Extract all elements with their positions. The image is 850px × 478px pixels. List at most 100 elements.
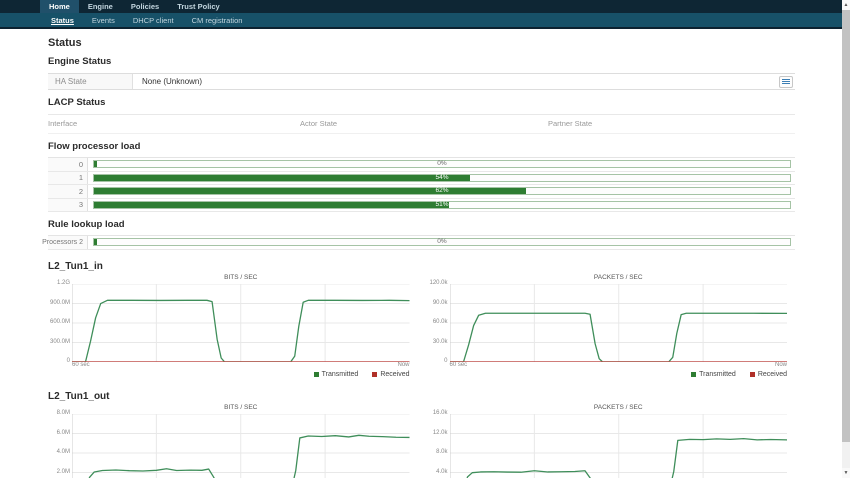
load-bar: 51% xyxy=(93,200,791,209)
rule-lookup-table: Processors 2 0% xyxy=(42,235,795,250)
y-tick-label: 90.0k xyxy=(432,299,448,306)
chart-plot xyxy=(72,284,410,362)
chart-title: PACKETS / SEC xyxy=(593,273,643,281)
load-bar-cell: 54% xyxy=(88,172,795,185)
x-axis-labels: 60 sec Now xyxy=(426,362,788,370)
load-bar-cell: 51% xyxy=(88,199,795,212)
scroll-up-arrow[interactable]: ▲ xyxy=(842,0,850,10)
chart-canvas xyxy=(450,284,788,362)
x-start-label: 60 sec xyxy=(449,361,468,368)
x-end-label: Now xyxy=(774,361,787,368)
load-bar-cell: 0% xyxy=(88,158,795,171)
plot-wrap: 1.2G 900.0M 600.0M 300.0M 0 xyxy=(48,280,410,364)
legend-swatch xyxy=(372,372,378,377)
ha-state-label: HA State xyxy=(48,74,133,89)
chart-packets-sec: PACKETS / SEC 120.0k 90.0k 60.0k 30.0k 0 60 se… xyxy=(426,273,788,380)
processor-label: 2 xyxy=(48,185,88,198)
y-tick-label: 30.0k xyxy=(432,338,448,345)
processor-label: 0 xyxy=(48,158,88,171)
y-tick-label: 12.0k xyxy=(432,429,448,436)
y-tick-label: 2.0M xyxy=(56,468,70,475)
load-bar-fill xyxy=(94,201,449,208)
y-tick-label: 8.0M xyxy=(56,410,70,416)
y-tick-label: 60.0k xyxy=(432,319,448,325)
tab-engine[interactable]: Engine xyxy=(87,2,113,11)
chart-plot xyxy=(450,414,788,478)
tab-home[interactable]: Home xyxy=(40,0,79,13)
chart-title: BITS / SEC xyxy=(224,273,258,281)
scroll-down-arrow[interactable]: ▼ xyxy=(842,468,850,478)
chart-title: PACKETS / SEC xyxy=(593,403,643,411)
tab-policies[interactable]: Policies xyxy=(130,2,160,11)
subtab-cm-registration[interactable]: CM registration xyxy=(191,15,243,25)
subtab-status[interactable]: Status xyxy=(51,15,74,25)
y-tick-label: 900.0M xyxy=(49,299,70,306)
legend-label: Received xyxy=(757,371,787,378)
chart-legend: Transmitted Received xyxy=(426,370,787,380)
scrollbar-thumb[interactable] xyxy=(842,10,850,442)
legend-label: Transmitted xyxy=(321,371,359,378)
legend-item-transmitted: Transmitted xyxy=(313,371,359,378)
legend-item-received: Received xyxy=(372,371,410,378)
chart-legend: Transmitted Received xyxy=(48,370,410,380)
load-percent-label: 51% xyxy=(435,200,449,208)
y-tick-label: 16.0k xyxy=(432,410,448,416)
subtab-dhcp-client[interactable]: DHCP client xyxy=(132,15,174,25)
engine-status-heading: Engine Status xyxy=(48,56,112,67)
chart-canvas xyxy=(450,414,788,478)
y-tick-label: 0 xyxy=(444,358,448,364)
load-bar: 62% xyxy=(93,187,791,196)
y-tick-label: 4.0k xyxy=(436,468,448,475)
load-row-0: 0 0% xyxy=(48,158,795,172)
plot-wrap: 120.0k 90.0k 60.0k 30.0k 0 xyxy=(426,280,788,364)
y-tick-label: 8.0k xyxy=(436,449,448,455)
vertical-scrollbar[interactable]: ▲ ▼ xyxy=(842,0,850,478)
chart-title: BITS / SEC xyxy=(224,403,258,411)
y-axis-labels: 120.0k 90.0k 60.0k 30.0k 0 xyxy=(426,280,450,364)
sub-nav: Status Events DHCP client CM registration xyxy=(0,13,850,27)
load-bar-fill xyxy=(94,239,98,246)
load-bar-fill xyxy=(94,174,470,181)
plot-wrap: 8.0M6.0M4.0M2.0M0 xyxy=(48,410,410,478)
y-tick-label: 0 xyxy=(66,358,70,364)
load-percent-label: 0% xyxy=(437,238,447,245)
y-tick-label: 300.0M xyxy=(49,338,70,345)
y-axis-labels: 1.2G 900.0M 600.0M 300.0M 0 xyxy=(48,280,72,364)
subtab-events[interactable]: Events xyxy=(91,15,115,25)
load-row-2: 2 62% xyxy=(48,185,795,199)
y-axis-labels: 8.0M6.0M4.0M2.0M0 xyxy=(48,410,72,478)
lacp-column-partner-state: Partner State xyxy=(548,119,593,128)
flow-processor-table: 0 0% 1 54% 2 62% 3 51% xyxy=(48,157,795,212)
content-area: Status Engine Status HA State None (Unkn… xyxy=(0,29,850,478)
x-start-label: 60 sec xyxy=(72,361,90,368)
legend-swatch xyxy=(313,372,319,377)
legend-label: Transmitted xyxy=(699,371,736,378)
load-row-1: 1 54% xyxy=(48,171,795,185)
legend-swatch xyxy=(691,372,697,377)
nav-separator xyxy=(0,27,850,29)
y-tick-label: 600.0M xyxy=(49,319,70,325)
legend-label: Received xyxy=(380,371,410,378)
load-bar-fill xyxy=(94,161,98,168)
chart-plot xyxy=(450,284,788,362)
y-tick-label: 4.0M xyxy=(56,449,70,455)
row-menu-button[interactable] xyxy=(779,75,793,88)
load-bar: 0% xyxy=(93,238,791,247)
chart-bits-sec: BITS / SEC 1.2G 900.0M 600.0M 300.0M 0 60 sec N… xyxy=(48,274,410,380)
processor-label: 1 xyxy=(48,171,88,184)
legend-item-transmitted: Transmitted xyxy=(691,371,736,378)
chart-canvas xyxy=(72,284,410,362)
load-row-3: 3 51% xyxy=(48,198,795,212)
tab-trust-policy[interactable]: Trust Policy xyxy=(177,2,220,11)
lacp-column-actor-state: Actor State xyxy=(300,119,338,128)
main-nav: Home Engine Policies Trust Policy xyxy=(0,0,850,13)
load-bar-fill xyxy=(94,188,526,195)
lacp-column-interface: Interface xyxy=(48,119,78,128)
lacp-header-row: Interface Actor State Partner State xyxy=(48,114,795,134)
x-axis-labels: 60 sec Now xyxy=(48,362,410,370)
charts-row: BITS / SEC 1.2G 900.0M 600.0M 300.0M 0 60 sec N… xyxy=(48,274,787,380)
